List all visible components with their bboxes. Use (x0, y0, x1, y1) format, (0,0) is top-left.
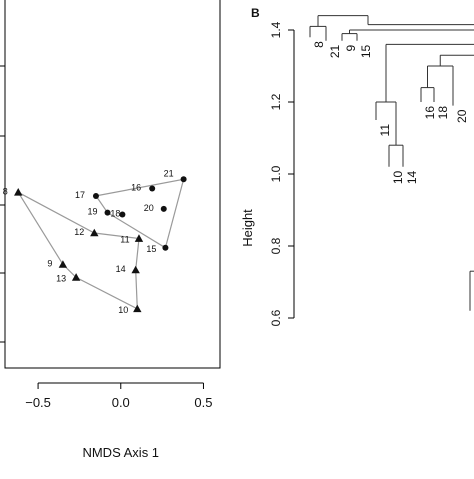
panel-b-leaf-label: 9 (344, 44, 358, 51)
panel-a-point-label: 8 (3, 186, 8, 196)
panel-b-y-axis-label: Height (240, 209, 255, 247)
panel-b-leaf-label: 14 (405, 170, 419, 184)
panel-a-point-label: 21 (164, 168, 174, 178)
panel-a-point-label: 10 (118, 305, 128, 315)
panel-a-x-axis-label: NMDS Axis 1 (82, 445, 159, 460)
panel-a-point-triangle (90, 228, 99, 237)
panel-a-point-triangle (131, 265, 140, 274)
panel-b-leaf-label: 20 (455, 109, 469, 123)
panel-a-point-label: 20 (144, 203, 154, 213)
panel-b-y-axis: 0.6 0.8 1.0 1.2 1.4 Height (240, 21, 295, 326)
panel-a-point-label: 14 (116, 264, 126, 274)
panel-b-dendrogram: B 0.6 0.8 1.0 1.2 1.4 Height 821 9 15 11 10 14 16 18… (240, 6, 474, 328)
panel-a-point-circle (149, 185, 156, 192)
panel-a-hull-triangles (16, 190, 140, 310)
panel-a-y-ticks (0, 65, 5, 343)
panel-a-point-circle (104, 209, 111, 216)
panel-a-point-circle (162, 244, 169, 251)
panel-b-y-tick-label: 1.4 (269, 21, 283, 38)
panel-b-leaf-label: 21 (328, 44, 342, 58)
panel-b-leaf-label: 18 (436, 106, 450, 120)
panel-a-hulls (16, 178, 185, 310)
panel-a-point-circle (119, 211, 126, 218)
panel-b-leaf-label: 13 (472, 314, 474, 328)
panel-a-point-label: 16 (131, 183, 141, 193)
panel-a-point-triangle (71, 273, 81, 281)
panel-a-x-tick-label: −0.5 (25, 395, 51, 410)
panel-a-x-tick-label: 0.5 (194, 395, 212, 410)
panel-a-point-label: 15 (146, 244, 156, 254)
panel-a-point-label: 18 (110, 208, 120, 218)
panel-a-point-circle (160, 205, 167, 212)
panel-b-dendrogram-branches (309, 15, 474, 311)
panel-a-point-triangle (58, 260, 68, 268)
panel-b-leaf-label: 15 (359, 44, 373, 58)
panel-b-leaf-label: 10 (391, 170, 405, 184)
panel-a-point-label: 13 (56, 273, 66, 283)
panel-a-point-label: 9 (47, 258, 52, 268)
panel-a-x-axis: −0.5 0.0 0.5 (25, 382, 213, 410)
panel-b-y-tick-label: 0.6 (269, 309, 283, 326)
panel-a-point-triangle (134, 234, 144, 242)
panel-a-point-label: 12 (74, 227, 84, 237)
panel-a-points: 8 9 10 11 12 13 14 15 16 17 18 19 20 21 (3, 168, 187, 315)
panel-a-plot-frame (4, 0, 221, 369)
panel-b-y-tick-label: 1.2 (269, 93, 283, 110)
panel-a-point-triangle (133, 304, 142, 313)
panel-b-label: B (251, 6, 260, 20)
panel-a-point-label: 19 (88, 207, 98, 217)
panel-b-y-tick-label: 0.8 (269, 237, 283, 254)
panel-a-point-label: 11 (120, 235, 129, 245)
panel-b-y-tick-label: 1.0 (269, 165, 283, 182)
panel-b-leaf-label: 11 (378, 124, 392, 137)
panel-a-point-circle (92, 192, 99, 199)
panel-a-point-triangle (14, 188, 23, 196)
panel-b-leaf-labels: 821 9 15 11 10 14 16 18 20 13 (312, 41, 474, 328)
panel-a-point-circle (180, 176, 187, 183)
panel-a-point-label: 17 (75, 190, 85, 200)
panel-a-x-tick-label: 0.0 (112, 395, 130, 410)
panel-a-nmds-scatter: −0.5 0.0 0.5 8 9 10 11 12 13 14 15 16 17 18 19 20 21 NM… (0, 0, 221, 460)
panel-b-leaf-label: 16 (423, 106, 437, 120)
panel-b-leaf-label: 8 (312, 41, 326, 48)
